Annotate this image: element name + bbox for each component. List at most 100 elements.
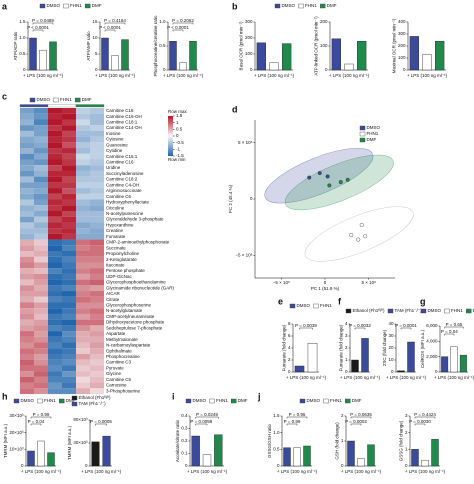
significance-bracket <box>104 22 126 25</box>
row-label: Fumarate <box>106 234 126 239</box>
heatmap-cell <box>48 308 63 314</box>
bar <box>293 447 301 467</box>
row-label: CMP-acetylneuraminate <box>106 314 155 319</box>
heatmap-cell <box>90 359 105 366</box>
bar <box>344 63 354 71</box>
heatmap-cell <box>76 205 91 212</box>
heatmap-cell <box>62 165 77 171</box>
y-tick-label: 1 <box>345 357 348 362</box>
heatmap-cell <box>34 182 49 189</box>
y-tick-label: 3 <box>345 333 348 338</box>
heatmap-cell <box>90 353 105 360</box>
heatmap-cell <box>34 371 49 377</box>
heatmap-cell <box>76 279 91 286</box>
heatmap-cell <box>90 113 105 120</box>
point <box>345 177 350 182</box>
y-tick-label: 80×10³ <box>73 417 88 422</box>
heatmap-cell <box>34 285 49 292</box>
heatmap-cell <box>34 365 49 372</box>
row-label: AICAR <box>106 291 121 296</box>
heatmap-cell <box>90 193 105 200</box>
heatmap-cell <box>34 199 49 206</box>
bar <box>283 447 291 467</box>
heatmap-cell <box>48 251 63 257</box>
y-tick-label: 0.2 <box>181 438 188 443</box>
heatmap-cell <box>48 388 63 395</box>
heatmap-cell <box>76 388 91 395</box>
panel-label: a <box>2 1 8 11</box>
heatmap-cell <box>20 382 35 389</box>
heatmap-cell <box>76 342 91 349</box>
heatmap-cell <box>90 199 105 206</box>
heatmap-cell <box>76 308 91 314</box>
legend-swatch <box>63 3 69 9</box>
heatmap-cell <box>48 142 63 149</box>
y-axis-label: ATP-linked OCR (pmol min⁻¹) <box>314 16 319 76</box>
bar <box>303 445 311 467</box>
heatmap-cell <box>48 159 63 166</box>
significance-bracket <box>32 29 44 32</box>
y-tick-label: 0.1 <box>181 451 188 456</box>
heatmap-cell <box>76 125 91 131</box>
heatmap-cell <box>76 113 91 120</box>
heatmap-cell <box>34 359 49 366</box>
point <box>307 175 312 180</box>
legend-label: Ethanol (Fh1ᶠˡ/ᶠˡ) <box>353 308 385 313</box>
significance-bracket <box>414 416 436 419</box>
heatmap-cell <box>48 371 63 377</box>
heatmap-cell <box>48 302 63 309</box>
y-tick-label: 30×10³ <box>9 413 24 418</box>
heatmap-cell <box>48 165 63 171</box>
heatmap-cell <box>76 130 91 137</box>
legend-label: DMSO <box>428 308 442 313</box>
legend-swatch <box>185 398 192 404</box>
bar <box>459 354 467 373</box>
heatmap-cell <box>48 205 63 212</box>
heatmap-cell <box>76 262 91 269</box>
bar <box>431 439 439 467</box>
bar <box>39 49 47 71</box>
y-tick-label: 3 <box>405 413 408 418</box>
legend-label: DMSO <box>367 125 381 130</box>
heatmap-cell <box>20 376 35 383</box>
x-axis-label: + LPS (100 ng ml⁻¹) <box>254 73 295 78</box>
y-tick-label: 0.3 <box>181 426 188 431</box>
legend-swatch <box>39 3 46 9</box>
heatmap-cell <box>34 291 49 297</box>
bar <box>347 440 355 467</box>
bar <box>111 55 119 71</box>
heatmap-cell <box>76 268 91 274</box>
x-axis-label: + LPS (100 ng ml⁻¹) <box>277 469 318 474</box>
heatmap-cell <box>34 159 49 166</box>
y-tick-label: 0 <box>23 67 26 72</box>
heatmap-cell <box>48 239 63 246</box>
heatmap-cell <box>76 319 91 326</box>
heatmap-cell <box>34 382 49 389</box>
heatmap-cell <box>48 262 63 269</box>
row-label: N-acetylputrescine <box>106 211 144 216</box>
bar <box>331 38 341 71</box>
y-tick-label: 200 <box>320 19 328 24</box>
y-tick-label: 5 <box>95 51 98 56</box>
heatmap-cell <box>76 170 91 177</box>
heatmap-cell <box>34 376 49 383</box>
heatmap-cell <box>62 336 77 343</box>
row-label: Hydroxyphenyllactate <box>106 200 150 205</box>
heatmap-cell <box>62 148 77 154</box>
row-label: Carnosine <box>106 383 127 388</box>
point <box>338 180 343 185</box>
heatmap-cell <box>90 108 105 114</box>
legend-label: DMF <box>367 137 377 142</box>
heatmap-cell <box>20 228 35 234</box>
heatmap-cell <box>62 256 77 263</box>
heatmap-cell <box>76 216 91 223</box>
heatmap-cell <box>48 148 63 154</box>
y-tick-label: 0 <box>250 67 253 72</box>
y-axis-label: ATP/ADP ratio <box>13 31 18 60</box>
p-value: P < 0.0001 <box>167 25 189 30</box>
legend-swatch <box>71 395 78 401</box>
row-label: Guanosine <box>106 142 128 147</box>
heatmap-cell <box>20 371 35 377</box>
y-tick-label: 15 <box>92 19 98 24</box>
